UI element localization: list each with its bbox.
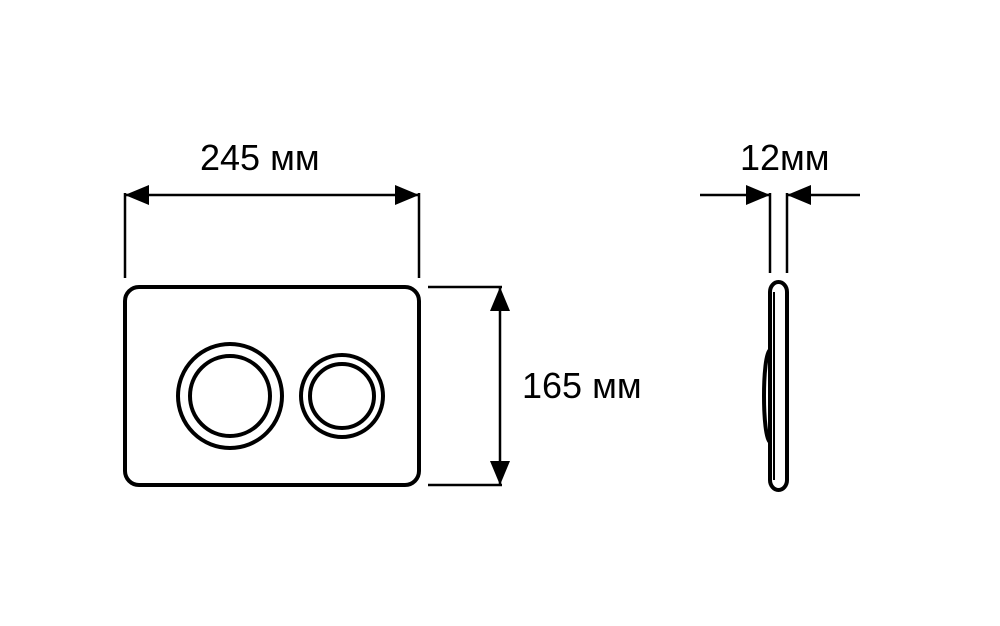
depth-dimension-label: 12мм: [740, 137, 830, 178]
width-dimension-label: 245 мм: [200, 137, 320, 178]
dimension-diagram: 245 мм 165 мм 12мм: [0, 0, 1000, 626]
height-dimension-label: 165 мм: [522, 365, 642, 406]
